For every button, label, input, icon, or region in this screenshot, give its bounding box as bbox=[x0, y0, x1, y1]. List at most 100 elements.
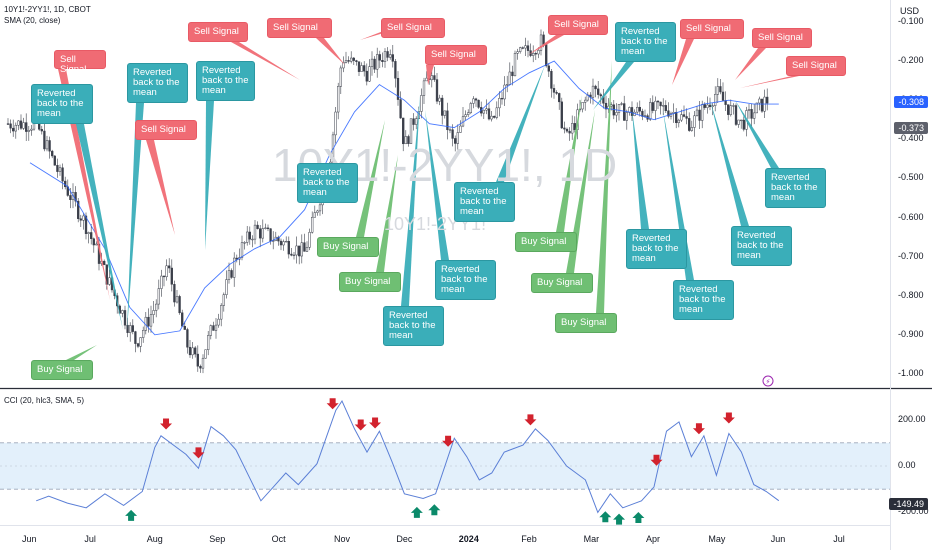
candle-body bbox=[503, 84, 506, 100]
candle-body bbox=[279, 240, 283, 246]
candle-body bbox=[693, 115, 696, 128]
lightning-icon[interactable] bbox=[762, 375, 774, 387]
reverted-callout[interactable]: Reverted back to the mean bbox=[383, 306, 444, 346]
candle-body bbox=[685, 116, 688, 119]
buy-signal-callout[interactable]: Buy Signal bbox=[31, 360, 93, 380]
candle-body bbox=[680, 114, 683, 121]
reverted-callout[interactable]: Reverted back to the mean bbox=[31, 84, 93, 124]
candle-body bbox=[727, 104, 730, 115]
candle-body bbox=[667, 110, 670, 117]
candle-body bbox=[649, 102, 652, 120]
candle-body bbox=[12, 127, 15, 132]
sell-signal-callout[interactable]: Sell Signal bbox=[381, 18, 445, 38]
sell-signal-callout[interactable]: Sell Signal bbox=[425, 45, 487, 65]
candle-body bbox=[19, 120, 23, 129]
time-tick-label: Dec bbox=[396, 534, 413, 544]
reverted-callout[interactable]: Reverted back to the mean bbox=[615, 22, 676, 62]
candle-body bbox=[394, 61, 397, 79]
candle-body bbox=[56, 164, 59, 172]
sell-signal-callout[interactable]: Sell Signal bbox=[548, 15, 608, 35]
candle-body bbox=[695, 109, 699, 117]
candle-body bbox=[615, 112, 618, 116]
currency-label[interactable]: USD bbox=[900, 6, 920, 16]
reverted-callout[interactable]: Reverted back to the mean bbox=[454, 182, 515, 222]
rev-leader bbox=[401, 95, 420, 306]
candle-body bbox=[350, 57, 353, 62]
candle-body bbox=[721, 91, 725, 101]
candle-body bbox=[285, 240, 288, 243]
candle-body bbox=[251, 238, 254, 241]
candle-body bbox=[506, 84, 509, 86]
time-tick-label: Jun bbox=[770, 534, 786, 544]
candle-body bbox=[196, 353, 199, 367]
candle-body bbox=[240, 242, 244, 258]
candle-body bbox=[227, 270, 231, 280]
reverted-callout[interactable]: Reverted back to the mean bbox=[127, 63, 188, 103]
candle-body bbox=[264, 227, 267, 229]
candle-body bbox=[347, 60, 350, 62]
candle-body bbox=[493, 115, 496, 118]
candle-body bbox=[334, 111, 337, 136]
candle-body bbox=[230, 270, 233, 278]
candle-body bbox=[498, 97, 501, 109]
candle-body bbox=[591, 85, 595, 98]
candle-body bbox=[402, 117, 405, 145]
buy-signal-callout[interactable]: Buy Signal bbox=[339, 272, 401, 292]
candle-body bbox=[222, 294, 225, 306]
cci-price-tag: -149.49 bbox=[889, 498, 928, 510]
candle-body bbox=[485, 108, 488, 111]
candle-body bbox=[545, 44, 548, 67]
reverted-callout[interactable]: Reverted back to the mean bbox=[626, 229, 687, 269]
price-tick-label: -0.800 bbox=[898, 289, 924, 300]
candle-body bbox=[266, 227, 270, 229]
candle-body bbox=[454, 138, 457, 144]
candle-body bbox=[220, 305, 223, 320]
candle-body bbox=[539, 34, 543, 51]
reverted-callout[interactable]: Reverted back to the mean bbox=[297, 163, 358, 203]
reverted-callout[interactable]: Reverted back to the mean bbox=[435, 260, 496, 300]
candle-body bbox=[516, 51, 519, 54]
sell-signal-callout[interactable]: Sell Signal bbox=[680, 19, 744, 39]
buy-signal-callout[interactable]: Buy Signal bbox=[531, 273, 593, 293]
candle-body bbox=[425, 77, 428, 82]
time-tick-label: Jun bbox=[22, 534, 37, 544]
candle-body bbox=[217, 318, 220, 326]
reverted-callout[interactable]: Reverted back to the mean bbox=[765, 168, 826, 208]
candle-body bbox=[25, 122, 28, 132]
candle-body bbox=[269, 228, 272, 242]
cci-legend[interactable]: CCI (20, hlc3, SMA, 5) bbox=[4, 396, 85, 405]
buy-signal-callout[interactable]: Buy Signal bbox=[317, 237, 379, 257]
candle-body bbox=[298, 245, 301, 257]
reverted-callout[interactable]: Reverted back to the mean bbox=[673, 280, 734, 320]
sell-signal-callout[interactable]: Sell Signal bbox=[752, 28, 812, 48]
candle-body bbox=[654, 100, 657, 111]
price-tick-label: -0.100 bbox=[898, 16, 924, 26]
symbol-title[interactable]: 10Y1!-2YY1!, 1D, CBOT bbox=[4, 5, 91, 14]
candle-body bbox=[446, 110, 449, 131]
candle-body bbox=[142, 330, 145, 338]
sell-arrow-icon bbox=[192, 447, 205, 459]
price-tick-label: -0.400 bbox=[898, 133, 924, 144]
buy-arrow-icon bbox=[410, 506, 423, 518]
buy-signal-callout[interactable]: Buy Signal bbox=[555, 313, 617, 333]
sma-legend[interactable]: SMA (20, close) bbox=[4, 16, 61, 25]
candle-body bbox=[656, 100, 660, 103]
sell-signal-callout[interactable]: Sell Signal bbox=[188, 22, 248, 42]
buy-signal-callout[interactable]: Buy Signal bbox=[515, 232, 577, 252]
candle-body bbox=[253, 224, 257, 240]
rev-leader bbox=[76, 124, 123, 330]
candle-body bbox=[58, 167, 62, 172]
candle-body bbox=[201, 357, 205, 369]
candle-body bbox=[558, 93, 561, 103]
candle-body bbox=[638, 106, 641, 112]
price-tick-label: -1.000 bbox=[898, 367, 924, 378]
sell-signal-callout[interactable]: Sell Signal bbox=[54, 50, 106, 75]
candle-body bbox=[396, 77, 400, 100]
reverted-callout[interactable]: Reverted back to the mean bbox=[731, 226, 792, 266]
sell-signal-callout[interactable]: Sell Signal bbox=[786, 56, 846, 76]
sell-signal-callout[interactable]: Sell Signal bbox=[135, 120, 197, 140]
sell-signal-callout[interactable]: Sell Signal bbox=[267, 18, 332, 38]
reverted-callout[interactable]: Reverted back to the mean bbox=[196, 61, 255, 101]
candle-body bbox=[51, 150, 54, 157]
